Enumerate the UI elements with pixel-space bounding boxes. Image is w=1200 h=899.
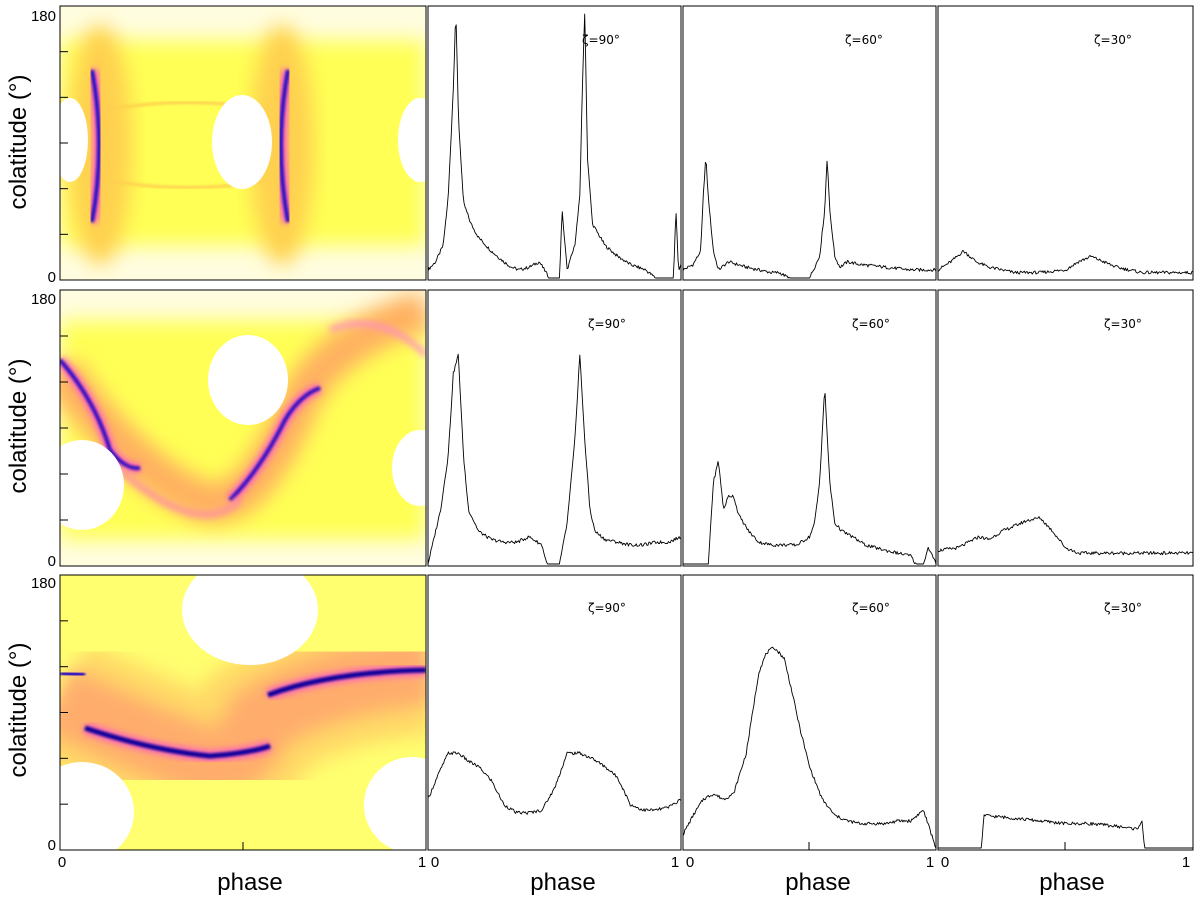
light-curve-line bbox=[683, 392, 937, 565]
x-tick-start: 0 bbox=[686, 854, 694, 871]
y-axis-label-row-1: colatitude (°) bbox=[5, 75, 32, 210]
light-curve-line bbox=[937, 516, 1194, 556]
light-curve-line bbox=[427, 751, 682, 815]
sky-map-row-3 bbox=[59, 574, 427, 851]
x-axis-label: phase bbox=[217, 869, 282, 896]
blank-region bbox=[60, 762, 134, 850]
blank-region bbox=[208, 335, 288, 425]
light-curve-frame bbox=[937, 5, 1194, 281]
x-tick-end: 1 bbox=[671, 854, 679, 871]
light-curve-line bbox=[682, 646, 937, 849]
blank-region bbox=[392, 430, 426, 506]
light-curve-frame bbox=[937, 574, 1194, 851]
caustic-band bbox=[228, 386, 321, 502]
light-curve-line bbox=[937, 250, 1194, 275]
light-curve-frame bbox=[682, 574, 937, 851]
y-tick-bottom-row-2: 0 bbox=[48, 553, 56, 570]
light-curve-frame bbox=[682, 5, 937, 281]
blank-region bbox=[182, 575, 318, 665]
viewing-angle-label: ζ=30° bbox=[1104, 317, 1142, 331]
sky-map-row-1 bbox=[59, 5, 427, 281]
viewing-angle-label: ζ=60° bbox=[852, 601, 890, 615]
blank-region bbox=[60, 440, 124, 530]
x-tick-end: 1 bbox=[1182, 854, 1190, 871]
x-tick-end: 1 bbox=[418, 854, 426, 871]
blank-region bbox=[364, 757, 426, 850]
light-curve-line bbox=[682, 160, 937, 279]
blank-region bbox=[60, 98, 88, 182]
caustic-band bbox=[267, 667, 426, 698]
light-curve-line bbox=[427, 13, 682, 279]
viewing-angle-label: ζ=90° bbox=[582, 33, 620, 47]
y-tick-bottom-row-3: 0 bbox=[48, 837, 56, 854]
y-axis-label-row-2: colatitude (°) bbox=[5, 359, 32, 494]
caustic-band bbox=[279, 69, 290, 223]
y-axis-label-row-3: colatitude (°) bbox=[5, 643, 32, 778]
x-tick-start: 0 bbox=[941, 854, 949, 871]
caustic-band bbox=[329, 321, 426, 357]
viewing-angle-label: ζ=90° bbox=[588, 601, 626, 615]
y-tick-top-row-3: 180 bbox=[31, 575, 56, 592]
light-curve-line bbox=[938, 814, 1193, 849]
y-tick-bottom-row-1: 0 bbox=[48, 269, 56, 286]
light-curve-frame bbox=[427, 289, 682, 567]
viewing-angle-label: ζ=60° bbox=[852, 317, 890, 331]
viewing-angle-label: ζ=30° bbox=[1094, 33, 1132, 47]
blank-region bbox=[398, 98, 426, 182]
viewing-angle-label: ζ=30° bbox=[1104, 601, 1142, 615]
viewing-angle-label: ζ=60° bbox=[845, 33, 883, 47]
light-curve-frame bbox=[937, 289, 1194, 567]
caustic-band bbox=[90, 69, 101, 223]
y-tick-top-row-2: 180 bbox=[31, 291, 56, 308]
light-curve-line bbox=[427, 353, 682, 565]
x-tick-end: 1 bbox=[926, 854, 934, 871]
light-curve-frame bbox=[427, 574, 682, 851]
x-tick-start: 0 bbox=[58, 854, 66, 871]
sky-map-row-2 bbox=[59, 289, 427, 567]
blank-region bbox=[212, 95, 272, 189]
x-tick-start: 0 bbox=[431, 854, 439, 871]
x-axis-label: phase bbox=[1039, 869, 1104, 896]
x-axis-label: phase bbox=[530, 869, 595, 896]
tick-marks bbox=[60, 51, 1066, 850]
caustic-band bbox=[60, 670, 86, 678]
caustic-band bbox=[118, 467, 243, 518]
x-axis-label: phase bbox=[785, 869, 850, 896]
viewing-angle-label: ζ=90° bbox=[588, 317, 626, 331]
y-tick-top-row-1: 180 bbox=[31, 8, 56, 25]
caustic-band bbox=[60, 358, 141, 471]
caustic-band bbox=[84, 725, 271, 759]
light-curve-frame bbox=[427, 5, 682, 281]
light-curve-frame bbox=[682, 289, 937, 567]
